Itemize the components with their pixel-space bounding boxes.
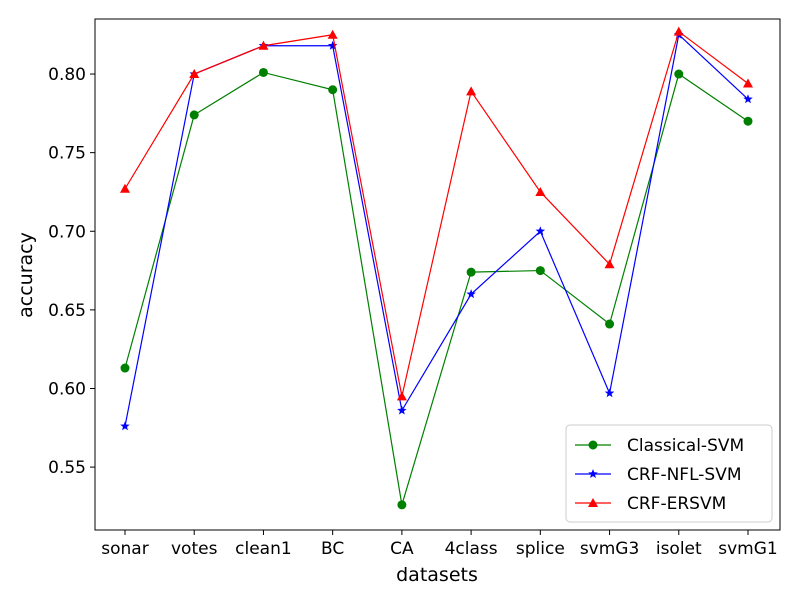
data-point	[120, 421, 130, 431]
data-point	[743, 78, 753, 88]
x-tick-label: votes	[171, 539, 218, 559]
data-point	[120, 363, 130, 373]
data-point	[535, 186, 546, 196]
data-point	[327, 40, 338, 50]
legend-item: CRF-NFL-SVM	[575, 465, 741, 485]
data-point	[743, 94, 753, 104]
series-classical-svm	[120, 67, 753, 510]
legend-label: CRF-NFL-SVM	[627, 465, 741, 485]
series-line	[124, 30, 749, 397]
data-point	[258, 40, 269, 50]
legend-item: CRF-ERSVM	[575, 494, 726, 514]
data-point	[535, 226, 546, 236]
legend-marker	[588, 440, 598, 450]
y-tick-label: 0.70	[48, 222, 86, 242]
data-point	[189, 69, 200, 79]
y-tick-label: 0.55	[48, 458, 86, 478]
legend-marker	[588, 469, 598, 479]
data-point	[535, 266, 545, 276]
x-tick-label: 4class	[445, 539, 498, 559]
x-axis: sonar votes clean1 BC CA 4class splice svmG3 iso…	[101, 530, 778, 559]
legend-label: Classical-SVM	[627, 436, 744, 456]
data-point	[466, 267, 476, 277]
legend: Classical-SVM CRF-NFL-SVM CRF-ERSVM	[565, 424, 773, 523]
legend-item: Classical-SVM	[575, 436, 744, 456]
y-axis: 0.55 0.60 0.65 0.70 0.75 0.80	[48, 65, 95, 478]
data-point	[674, 69, 684, 79]
data-point	[605, 319, 615, 329]
y-tick-label: 0.65	[48, 301, 86, 321]
data-point	[466, 86, 477, 96]
data-point	[673, 26, 684, 36]
x-tick-label: sonar	[101, 539, 148, 559]
y-tick-label: 0.75	[48, 144, 86, 164]
data-point	[327, 29, 338, 39]
series-layer	[120, 26, 753, 510]
legend-box	[565, 424, 773, 523]
x-tick-label: svmG1	[718, 539, 777, 559]
data-point	[258, 67, 268, 77]
series-crf-ersvm	[120, 26, 753, 401]
data-point	[466, 289, 476, 299]
x-axis-title: datasets	[396, 564, 478, 586]
x-tick-label: clean1	[235, 539, 292, 559]
y-tick-label: 0.80	[48, 65, 86, 85]
x-tick-label: CA	[390, 539, 414, 559]
y-tick-label: 0.60	[48, 379, 86, 399]
data-point	[604, 388, 615, 398]
x-tick-label: svmG3	[580, 539, 639, 559]
legend-marker	[588, 498, 598, 507]
data-point	[120, 183, 130, 193]
data-point	[743, 116, 753, 126]
series-line	[124, 71, 749, 506]
data-point	[396, 391, 407, 401]
y-axis-title: accuracy	[15, 232, 37, 318]
x-tick-label: splice	[516, 539, 565, 559]
data-point	[189, 110, 199, 120]
data-point	[397, 500, 407, 510]
x-tick-label: isolet	[656, 539, 702, 559]
data-point	[328, 85, 338, 95]
x-tick-label: BC	[321, 539, 344, 559]
plot-frame	[94, 18, 781, 531]
legend-label: CRF-ERSVM	[627, 494, 726, 514]
data-point	[604, 259, 615, 269]
data-point	[397, 405, 407, 415]
